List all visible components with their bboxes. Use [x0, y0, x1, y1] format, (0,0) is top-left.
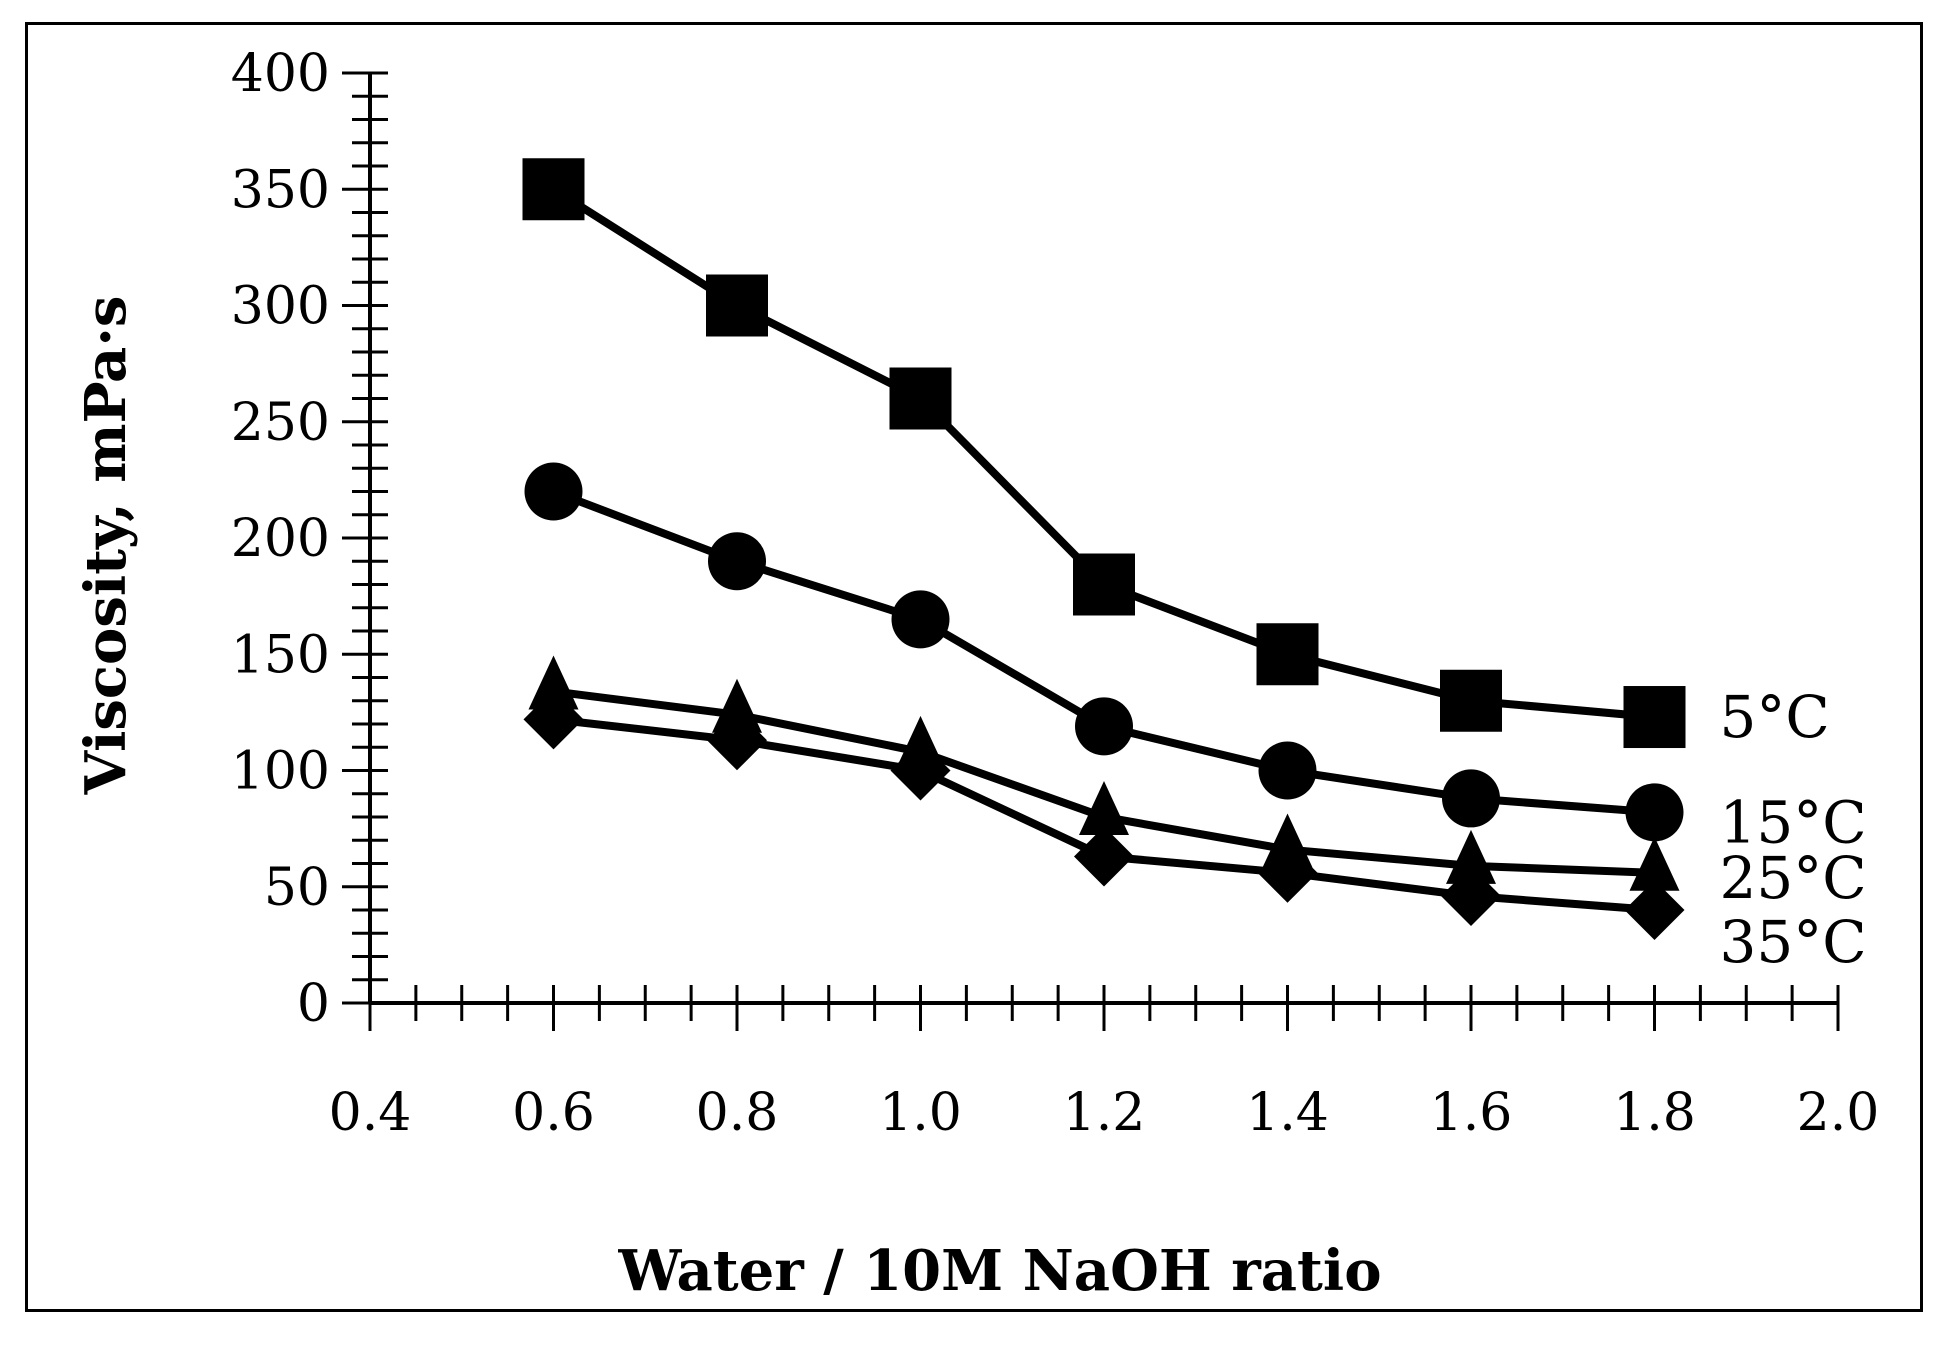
- square-marker: [1623, 686, 1686, 749]
- triangle-marker: [1629, 836, 1680, 891]
- triangle-marker: [1262, 813, 1313, 868]
- x-tick-label: 0.4: [329, 1083, 412, 1143]
- series-markers: [522, 158, 1686, 940]
- y-tick-label: 50: [264, 858, 330, 918]
- y-tick-label: 0: [297, 974, 330, 1034]
- y-tick-label: 200: [231, 509, 330, 569]
- diamond-marker: [523, 689, 584, 750]
- y-tick-label: 250: [231, 393, 330, 453]
- y-tick-label: 350: [231, 160, 330, 220]
- axes: 0.4 0.6 0.8 1.0 1.2 1.4 1.6 1.8 2.0 0 50 100 150 200 2…: [231, 44, 1880, 1143]
- chart-frame: [25, 22, 1923, 1312]
- square-marker: [1073, 553, 1135, 616]
- diamond-marker: [707, 710, 767, 771]
- diamond-marker: [890, 740, 951, 801]
- circle-marker: [524, 462, 583, 521]
- y-tick-label: 300: [231, 277, 330, 337]
- circle-marker: [1625, 783, 1684, 842]
- triangle-marker: [1079, 781, 1129, 835]
- triangle-marker: [528, 655, 579, 710]
- square-marker: [889, 367, 952, 430]
- x-tick-label: 1.4: [1246, 1083, 1329, 1143]
- square-marker: [1440, 669, 1502, 732]
- circle-marker: [1258, 741, 1317, 800]
- y-tick-label: 150: [231, 625, 330, 685]
- x-tick-label: 1.2: [1063, 1083, 1146, 1143]
- x-axis-title: Water / 10M NaOH ratio: [617, 1238, 1381, 1304]
- x-tick-label: 0.8: [696, 1083, 779, 1143]
- diamond-marker: [1074, 826, 1134, 887]
- circle-marker: [708, 532, 766, 591]
- series-label-triangle: 25°C: [1720, 844, 1867, 912]
- x-tick-label: 1.6: [1430, 1083, 1513, 1143]
- triangle-marker: [1446, 829, 1496, 884]
- diamond-marker: [1624, 880, 1685, 940]
- y-tick-label: 100: [231, 742, 330, 802]
- series-label-diamond: 35°C: [1720, 908, 1867, 976]
- square-marker: [1256, 623, 1319, 686]
- x-tick-label: 0.6: [512, 1083, 595, 1143]
- series-label-circle: 15°C: [1720, 788, 1867, 856]
- circle-marker: [891, 590, 950, 649]
- square-marker: [522, 158, 585, 221]
- triangle-marker: [712, 678, 762, 733]
- x-tick-label: 1.0: [879, 1083, 962, 1143]
- x-tick-label: 2.0: [1797, 1083, 1880, 1143]
- series-line-square: [551, 185, 1655, 722]
- diamond-marker: [1257, 842, 1318, 903]
- circle-marker: [1075, 697, 1133, 756]
- x-tick-label: 1.8: [1613, 1083, 1696, 1143]
- circle-marker: [1442, 769, 1500, 828]
- series-label-square: 5°C: [1720, 683, 1830, 751]
- y-tick-label: 400: [231, 44, 330, 104]
- series-labels: 5°C 15°C25°C35°C: [1720, 683, 1867, 976]
- diamond-marker: [1441, 866, 1501, 927]
- y-axis-title: Viscosity, mPa·s: [73, 296, 139, 796]
- square-marker: [706, 274, 768, 337]
